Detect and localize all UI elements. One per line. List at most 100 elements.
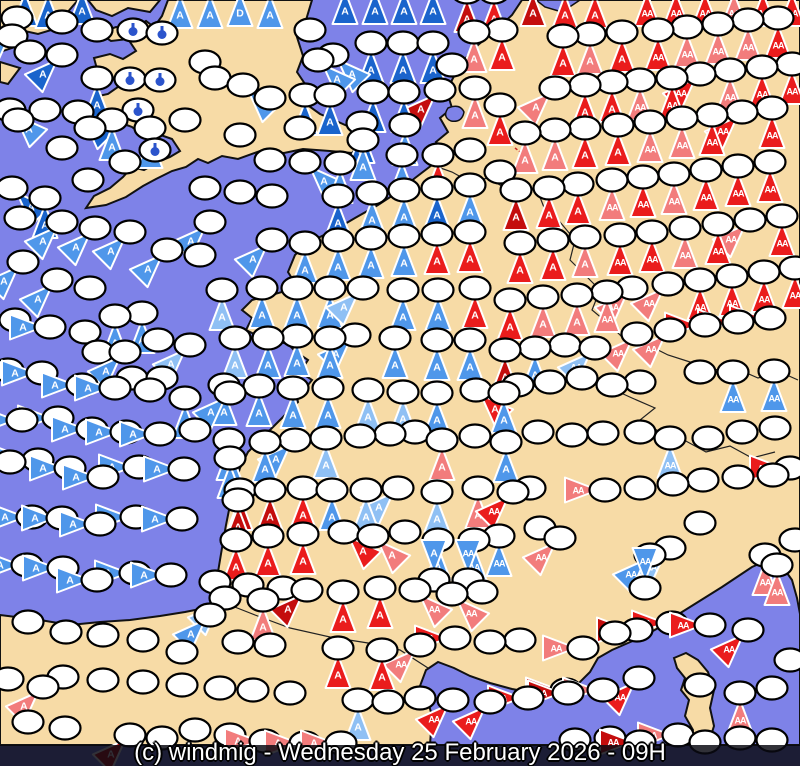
wind-pennant-symbol: A <box>568 224 602 278</box>
pennant-label: A <box>232 562 240 574</box>
pennant-label: A <box>466 362 474 374</box>
pennant-label: A <box>581 259 589 271</box>
symbol-ellipse <box>301 47 335 73</box>
symbol-ellipse <box>701 211 735 237</box>
symbol-ellipse <box>178 717 212 743</box>
pennant-label: A <box>430 548 438 560</box>
calm-symbol <box>598 620 632 646</box>
calm-symbol <box>71 167 105 193</box>
symbol-ellipse <box>288 149 322 175</box>
calm-symbol <box>73 115 107 141</box>
wind-pennant-symbol: AA <box>641 17 675 71</box>
calm-symbol <box>11 609 45 635</box>
calm-symbol <box>126 669 160 695</box>
pennant-label: A <box>220 407 228 419</box>
calm-symbol <box>458 423 492 449</box>
wind-pennant-symbol: A <box>324 275 380 327</box>
wind-pennant-symbol: A <box>276 375 310 429</box>
wind-pennant-symbol: A <box>0 666 25 692</box>
wind-pennant-symbol: A <box>453 172 487 226</box>
calm-symbol <box>373 421 407 447</box>
wind-pennant-symbol: A <box>503 230 537 284</box>
calm-symbol <box>683 672 717 698</box>
symbol-ellipse <box>133 377 167 403</box>
wind-pennant-symbol: AA <box>695 102 729 156</box>
wind-pennant-symbol: AA <box>521 525 577 577</box>
pennant-label: A <box>521 155 529 167</box>
shower-drop-icon <box>160 26 164 31</box>
pennant-label: D <box>236 8 244 20</box>
pennant-label: A <box>310 738 318 750</box>
wind-pennant-symbol: A <box>420 175 454 229</box>
symbol-ellipse <box>721 153 755 179</box>
symbol-ellipse <box>388 112 422 138</box>
symbol-ellipse <box>386 277 420 303</box>
symbol-ellipse <box>725 419 759 445</box>
symbol-ellipse <box>668 215 702 241</box>
pennant-label: A <box>206 10 214 22</box>
symbol-ellipse <box>341 687 375 713</box>
pennant-label: AA <box>725 93 737 103</box>
symbol-ellipse <box>6 249 40 275</box>
symbol-ellipse <box>454 0 480 5</box>
wind-pennant-symbol: A <box>245 275 279 329</box>
symbol-ellipse <box>753 149 787 175</box>
symbol-ellipse <box>686 467 720 493</box>
pennant-label: AA <box>787 87 799 97</box>
pennant-label: A <box>66 575 74 587</box>
wind-pennant-symbol: A <box>378 325 412 379</box>
symbol-ellipse <box>543 525 577 551</box>
pennant-label: AA <box>607 203 619 213</box>
pennant-label: A <box>399 414 407 426</box>
symbol-ellipse <box>756 462 790 488</box>
wind-pennant-symbol: A <box>219 527 253 581</box>
wind-pennant-symbol: AA <box>731 7 765 61</box>
pennant-label: AA <box>677 141 689 151</box>
calm-symbol <box>691 425 725 451</box>
calm-shower-symbol <box>143 67 177 93</box>
pennant-label: A <box>470 54 478 66</box>
symbol-ellipse <box>420 175 454 201</box>
wind-pennant-symbol: A <box>196 0 224 29</box>
symbol-ellipse <box>473 629 507 655</box>
wind-pennant-symbol: A <box>573 21 607 75</box>
symbol-ellipse <box>651 271 685 297</box>
pennant-label: A <box>187 236 195 248</box>
symbol-ellipse <box>45 209 79 235</box>
wind-pennant-symbol: A <box>354 225 388 279</box>
calm-symbol <box>178 717 212 743</box>
wind-pennant-symbol: A <box>519 0 547 27</box>
pennant-label: A <box>618 54 626 66</box>
symbol-ellipse <box>223 179 257 205</box>
pennant-label: AA <box>743 43 755 53</box>
pennant-label: A <box>433 415 441 427</box>
wind-pennant-symbol: A <box>487 380 521 434</box>
symbol-ellipse <box>633 109 667 135</box>
pennant-label: A <box>144 264 152 276</box>
symbol-ellipse <box>733 207 767 233</box>
wind-pennant-symbol: A <box>23 209 79 261</box>
symbol-ellipse <box>731 7 765 33</box>
symbol-ellipse <box>45 42 79 68</box>
symbol-ellipse <box>485 17 519 43</box>
calm-symbol <box>108 149 142 175</box>
wind-pennant-symbol: A <box>321 635 355 689</box>
wind-pennant-symbol: A <box>288 149 344 201</box>
symbol-ellipse <box>555 422 589 448</box>
symbol-ellipse <box>313 325 347 351</box>
symbol-ellipse <box>420 380 454 406</box>
wind-pennant-symbol: AA <box>670 14 704 68</box>
wind-pennant-symbol: A <box>9 313 67 341</box>
symbol-ellipse <box>461 475 495 501</box>
pennant-label: AA <box>463 549 475 559</box>
wind-pennant-symbol: AA <box>668 215 702 269</box>
wind-pennant-symbol: A <box>356 523 412 575</box>
pennant-label: A <box>359 162 367 174</box>
symbol-ellipse <box>213 445 247 471</box>
wind-pennant-symbol: A <box>151 332 207 384</box>
symbol-ellipse <box>496 479 530 505</box>
wind-pennant-symbol: A <box>493 287 527 341</box>
wind-pennant-symbol: A <box>311 375 345 429</box>
calm-symbol <box>656 471 690 497</box>
